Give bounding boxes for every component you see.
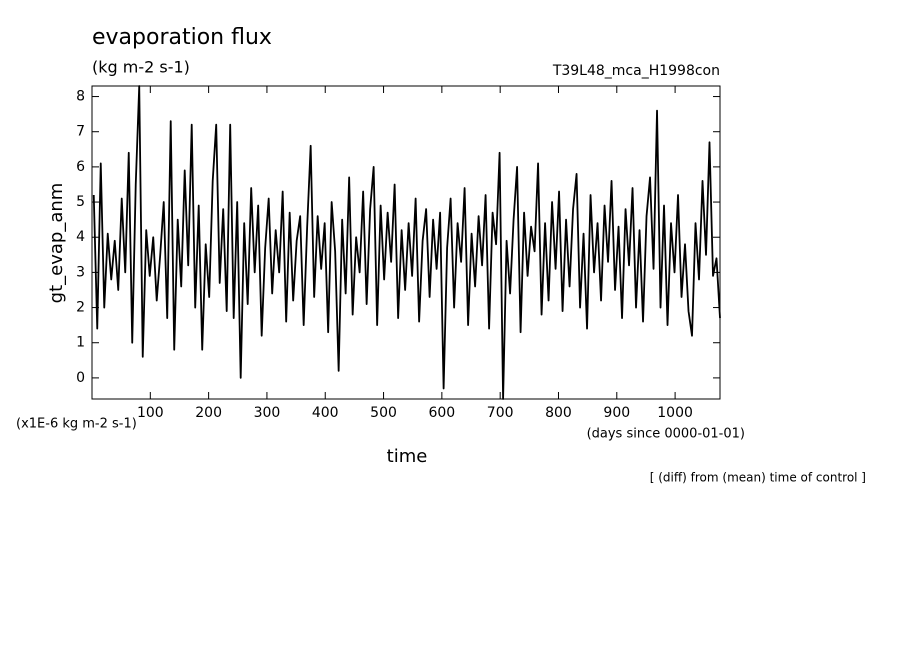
chart-title: evaporation flux: [92, 25, 272, 50]
y-tick-label: 7: [76, 124, 85, 140]
x-tick-label: 800: [545, 405, 572, 421]
x-tick-label: 600: [428, 405, 455, 421]
x-tick-label: 700: [487, 405, 514, 421]
data-line: [92, 85, 721, 400]
y-tick-label: 3: [76, 264, 85, 280]
x-tick-label: 1000: [657, 405, 693, 421]
y-axis-label: gt_evap_anm: [46, 183, 67, 304]
x-tick-label: 900: [603, 405, 630, 421]
plot-frame: [91, 85, 721, 400]
y-tick-label: 8: [76, 89, 85, 105]
y-tick-label: 1: [76, 335, 85, 351]
note: [ (diff) from (mean) time of control ]: [650, 471, 866, 485]
subtitle: (kg m-2 s-1): [92, 58, 190, 77]
y-tick-label: 2: [76, 300, 85, 316]
y-tick-label: 6: [76, 159, 85, 175]
x-tick-label: 500: [370, 405, 397, 421]
y-unit: (x1E-6 kg m-2 s-1): [16, 417, 137, 432]
x-axis-label: time: [387, 446, 428, 467]
y-tick-label: 4: [76, 229, 85, 245]
x-unit: (days since 0000-01-01): [587, 427, 745, 442]
x-tick-label: 100: [137, 405, 164, 421]
y-tick-label: 0: [76, 370, 85, 386]
run-label: T39L48_mca_H1998con: [552, 63, 720, 79]
x-tick-label: 400: [312, 405, 339, 421]
x-tick-label: 300: [254, 405, 281, 421]
x-tick-label: 200: [195, 405, 222, 421]
y-tick-label: 5: [76, 194, 85, 210]
